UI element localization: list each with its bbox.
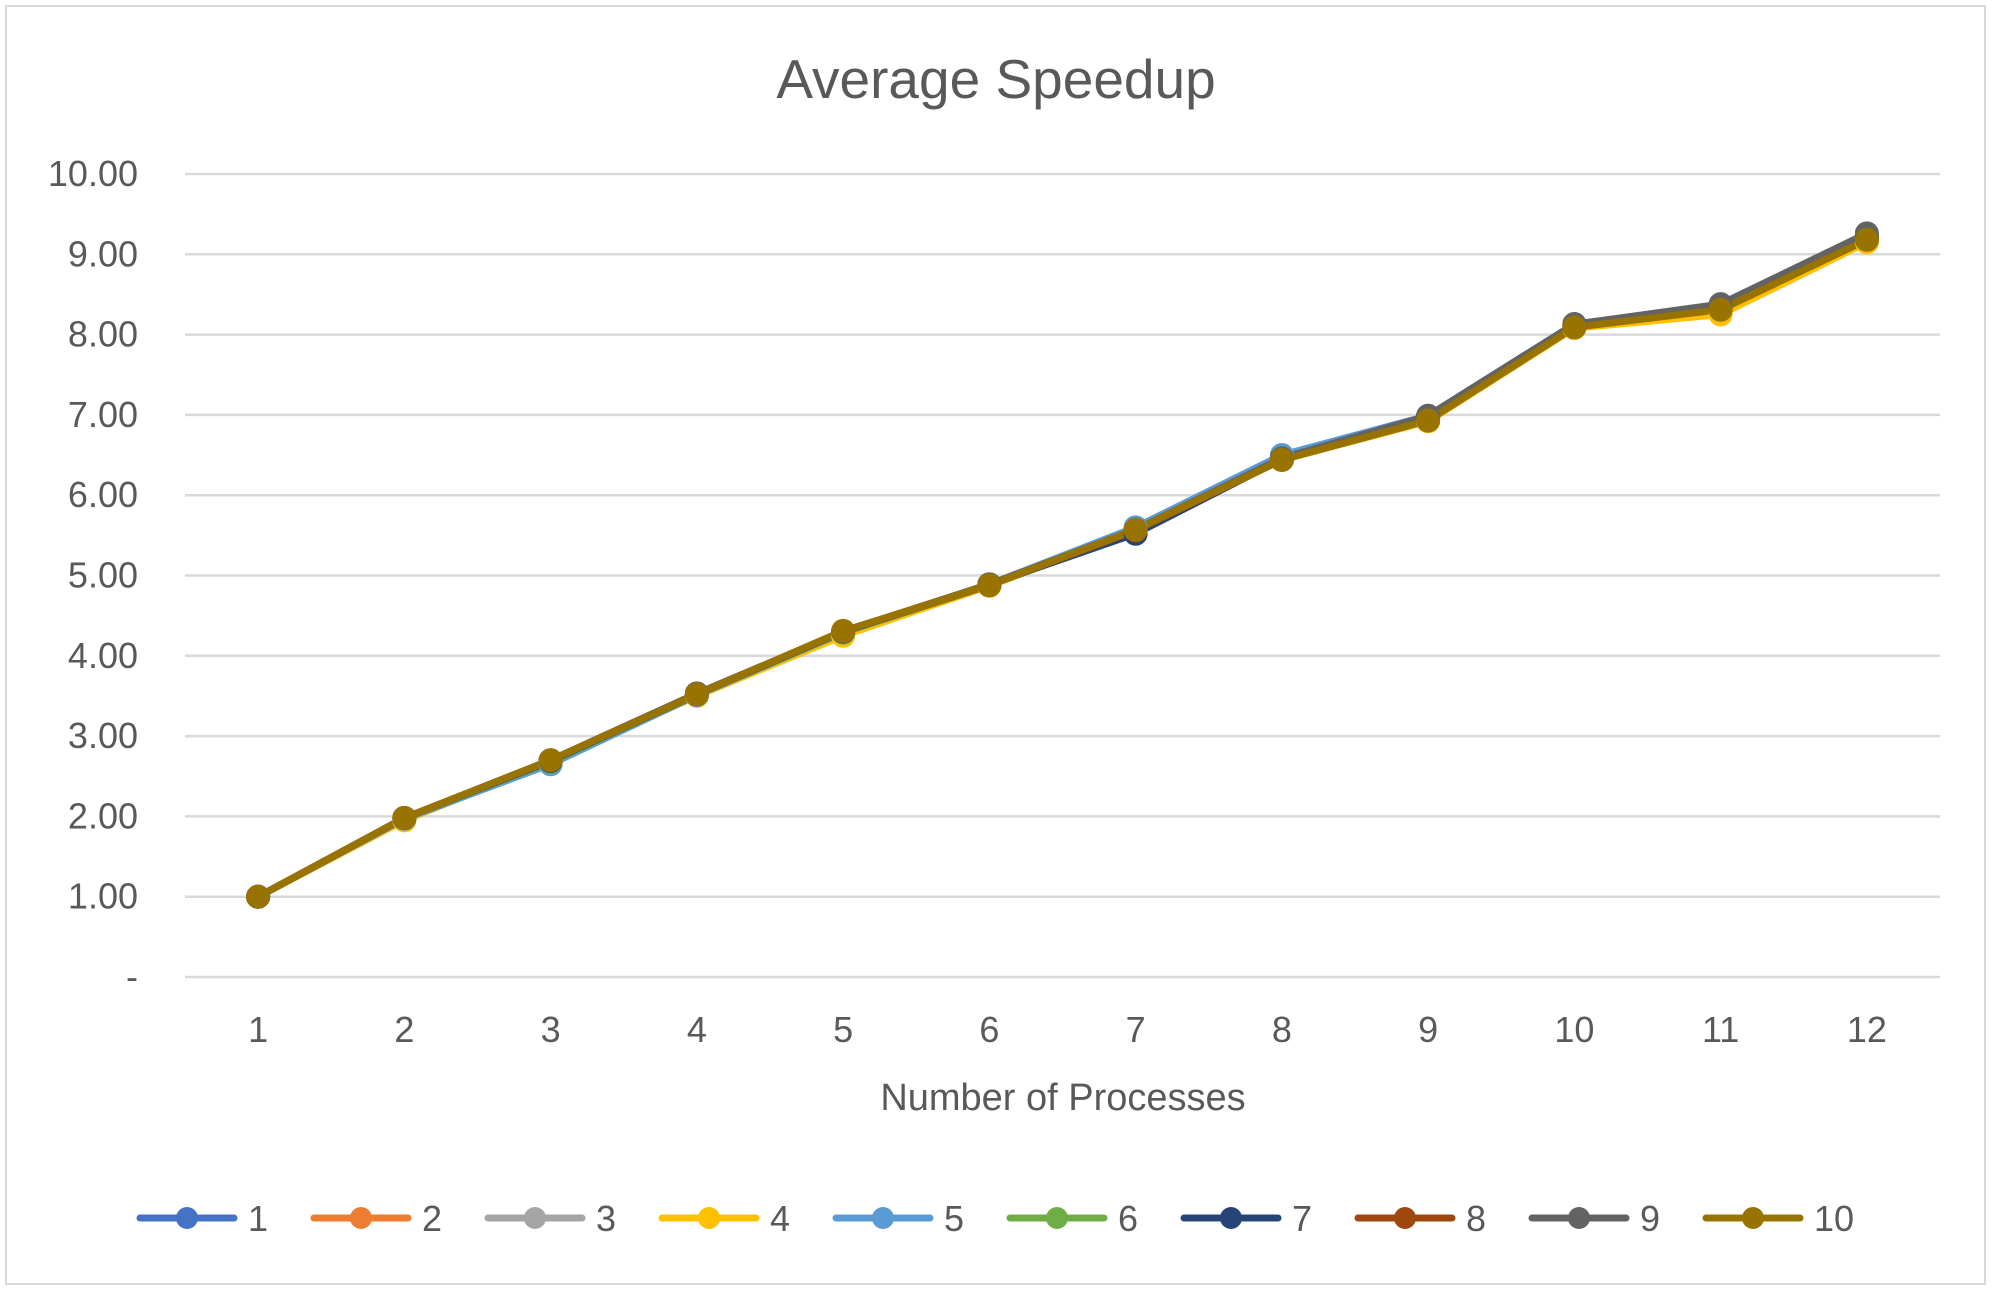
y-tick-label: 3.00 xyxy=(68,715,138,756)
series-line-2 xyxy=(254,234,1871,901)
series-lines xyxy=(254,229,1871,901)
data-point-series-10 xyxy=(538,748,563,773)
data-point-series-10 xyxy=(1562,315,1587,340)
x-tick-label: 5 xyxy=(833,1009,853,1050)
legend-label: 1 xyxy=(248,1198,268,1239)
legend-item-6: 6 xyxy=(1006,1198,1138,1239)
data-point-series-10 xyxy=(977,573,1002,598)
data-point-series-10 xyxy=(1269,447,1294,472)
x-axis-title: Number of Processes xyxy=(880,1077,1245,1119)
x-tick-label: 9 xyxy=(1418,1009,1438,1050)
x-tick-label: 1 xyxy=(248,1009,268,1050)
x-tick-label: 8 xyxy=(1272,1009,1292,1050)
legend-item-5: 5 xyxy=(832,1198,964,1239)
x-tick-label: 7 xyxy=(1126,1009,1146,1050)
chart-title: Average Speedup xyxy=(776,48,1215,110)
x-tick-label: 11 xyxy=(1702,1009,1739,1050)
y-tick-label: 10.00 xyxy=(48,153,138,194)
legend-swatch-marker xyxy=(1568,1207,1590,1229)
legend-swatch-marker xyxy=(176,1207,198,1229)
series-line-9 xyxy=(254,229,1871,901)
y-tick-label: 6.00 xyxy=(68,474,138,515)
data-point-series-10 xyxy=(684,682,709,707)
legend-item-4: 4 xyxy=(658,1198,790,1239)
chart-frame xyxy=(5,5,1986,1285)
series-line-1 xyxy=(254,234,1871,901)
legend-swatch-marker xyxy=(698,1207,720,1229)
y-tick-label: 8.00 xyxy=(68,314,138,355)
x-tick-label: 2 xyxy=(394,1009,414,1050)
series-line-8 xyxy=(254,234,1871,901)
legend-swatch-marker xyxy=(1220,1207,1242,1229)
series-points xyxy=(246,221,1879,909)
data-point-series-10 xyxy=(831,618,856,643)
legend-label: 3 xyxy=(596,1198,616,1239)
x-tick-label: 12 xyxy=(1847,1009,1887,1050)
series-line-4 xyxy=(254,238,1871,901)
data-point-series-10 xyxy=(1854,227,1879,252)
y-tick-label: 9.00 xyxy=(68,233,138,274)
series-line-6 xyxy=(254,233,1871,901)
legend-label: 9 xyxy=(1640,1198,1660,1239)
y-tick-label: 4.00 xyxy=(68,635,138,676)
legend-item-2: 2 xyxy=(310,1198,442,1239)
legend-label: 5 xyxy=(944,1198,964,1239)
data-point-series-10 xyxy=(246,884,271,909)
y-tick-label: - xyxy=(126,956,138,997)
legend-swatch-marker xyxy=(1046,1207,1068,1229)
legend-swatch-marker xyxy=(1742,1207,1764,1229)
legend-item-3: 3 xyxy=(484,1198,616,1239)
series-line-10 xyxy=(254,236,1871,901)
legend-swatch-marker xyxy=(350,1207,372,1229)
y-tick-label: 1.00 xyxy=(68,876,138,917)
legend-item-7: 7 xyxy=(1180,1198,1312,1239)
y-axis-ticks: - 1.00 2.00 3.00 4.00 5.00 6.00 7.00 8.00 9.00 10.… xyxy=(48,153,138,997)
legend-label: 2 xyxy=(422,1198,442,1239)
legend-label: 10 xyxy=(1814,1198,1854,1239)
legend-label: 8 xyxy=(1466,1198,1486,1239)
y-tick-label: 7.00 xyxy=(68,394,138,435)
legend-item-8: 8 xyxy=(1354,1198,1486,1239)
data-point-series-10 xyxy=(1416,408,1441,433)
data-point-series-10 xyxy=(392,806,417,831)
legend-swatch-marker xyxy=(872,1207,894,1229)
gridlines xyxy=(185,172,1940,979)
y-tick-label: 2.00 xyxy=(68,795,138,836)
data-point-series-10 xyxy=(1708,297,1733,322)
x-tick-label: 6 xyxy=(979,1009,999,1050)
legend-swatch-marker xyxy=(524,1207,546,1229)
y-tick-label: 5.00 xyxy=(68,555,138,596)
x-tick-label: 10 xyxy=(1554,1009,1594,1050)
legend-swatch-marker xyxy=(1394,1207,1416,1229)
legend: 1 2 3 4 5 6 7 8 9 10 xyxy=(136,1198,1854,1239)
legend-label: 7 xyxy=(1292,1198,1312,1239)
data-point-series-10 xyxy=(1123,517,1148,542)
legend-item-10: 10 xyxy=(1702,1198,1854,1239)
legend-item-1: 1 xyxy=(136,1198,268,1239)
x-tick-label: 4 xyxy=(687,1009,707,1050)
x-axis-ticks: 1 2 3 4 5 6 7 8 9 10 11 12 xyxy=(248,1009,1887,1050)
legend-label: 6 xyxy=(1118,1198,1138,1239)
x-tick-label: 3 xyxy=(541,1009,561,1050)
legend-item-9: 9 xyxy=(1528,1198,1660,1239)
legend-label: 4 xyxy=(770,1198,790,1239)
